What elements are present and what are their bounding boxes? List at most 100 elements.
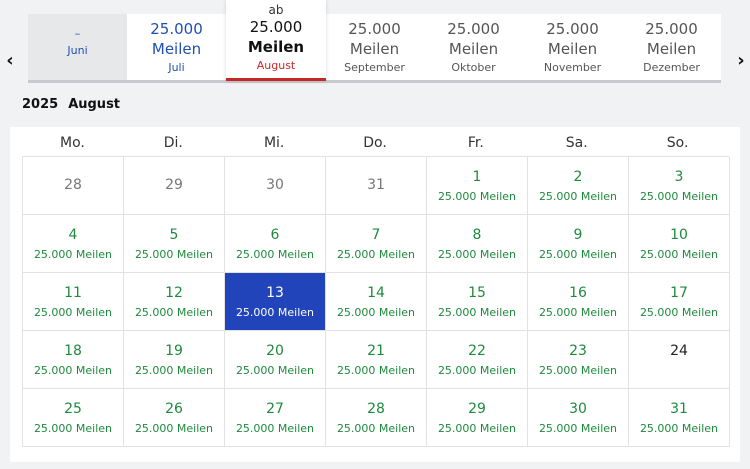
calendar-day-selected[interactable]: 13 25.000 Meilen <box>225 273 326 331</box>
month-name: Juli <box>168 61 185 74</box>
month-name: Juni <box>67 44 88 57</box>
calendar-day[interactable]: 15 25.000 Meilen <box>427 273 528 331</box>
day-number: 31 <box>367 177 385 193</box>
day-miles-price: 25.000 Meilen <box>33 364 113 377</box>
day-number: 10 <box>670 227 688 243</box>
month-price: 25.000 <box>447 20 500 38</box>
calendar-heading: 2025 August <box>22 97 130 112</box>
day-miles-price: 25.000 Meilen <box>33 248 113 261</box>
month-tab-juli[interactable]: 25.000 Meilen Juli <box>127 14 226 80</box>
calendar-day[interactable]: 7 25.000 Meilen <box>326 215 427 273</box>
day-miles-price: 25.000 Meilen <box>538 248 618 261</box>
day-miles-price: 25.000 Meilen <box>336 306 416 319</box>
calendar-day[interactable]: 3 25.000 Meilen <box>629 157 730 215</box>
month-price: 25.000 <box>249 18 303 36</box>
month-tab-september[interactable]: 25.000 Meilen September <box>325 14 424 80</box>
day-miles-price: 25.000 Meilen <box>235 364 315 377</box>
weekday-label: Sa. <box>565 135 588 151</box>
weekday-label: Fr. <box>467 135 484 151</box>
month-tab-oktober[interactable]: 25.000 Meilen Oktober <box>424 14 523 80</box>
month-price-unit: Meilen <box>151 40 202 58</box>
calendar-day[interactable]: 10 25.000 Meilen <box>629 215 730 273</box>
day-number: 11 <box>64 285 82 301</box>
month-price: 25.000 <box>150 20 203 38</box>
day-miles-price: 25.000 Meilen <box>639 248 719 261</box>
day-number: 27 <box>266 401 284 417</box>
calendar-day[interactable]: 9 25.000 Meilen <box>528 215 629 273</box>
day-number: 21 <box>367 343 385 359</box>
weekday-label: Mo. <box>60 135 85 151</box>
prev-month-arrow-icon[interactable]: ‹ <box>6 49 14 71</box>
calendar-day[interactable]: 24 <box>629 331 730 389</box>
calendar-day: 31 <box>326 157 427 215</box>
day-number: 26 <box>165 401 183 417</box>
calendar-month: August <box>68 97 121 112</box>
day-miles-price: 25.000 Meilen <box>134 248 214 261</box>
calendar-day[interactable]: 19 25.000 Meilen <box>124 331 225 389</box>
day-number: 22 <box>468 343 486 359</box>
month-price-unit: Meilen <box>448 40 499 58</box>
calendar-day[interactable]: 20 25.000 Meilen <box>225 331 326 389</box>
calendar-day: 30 <box>225 157 326 215</box>
day-miles-price: 25.000 Meilen <box>437 422 517 435</box>
calendar-day[interactable]: 12 25.000 Meilen <box>124 273 225 331</box>
calendar-grid: 28 29 30 31 1 25.000 Meilen 2 25.000 Meilen 3 25.… <box>22 156 730 447</box>
day-miles-price: 25.000 Meilen <box>33 422 113 435</box>
calendar-day[interactable]: 27 25.000 Meilen <box>225 389 326 447</box>
day-number: 30 <box>569 401 587 417</box>
calendar-day[interactable]: 6 25.000 Meilen <box>225 215 326 273</box>
calendar-day[interactable]: 16 25.000 Meilen <box>528 273 629 331</box>
month-price-unit: Meilen <box>547 40 598 58</box>
month-price: 25.000 <box>348 20 401 38</box>
day-number: 2 <box>573 169 583 185</box>
month-tab-juni[interactable]: – Juni <box>28 14 127 80</box>
day-number: 24 <box>670 343 688 359</box>
calendar-day[interactable]: 5 25.000 Meilen <box>124 215 225 273</box>
month-tab-august-active[interactable]: ab 25.000 Meilen August <box>226 0 326 81</box>
day-miles-price: 25.000 Meilen <box>235 306 315 319</box>
calendar-day[interactable]: 14 25.000 Meilen <box>326 273 427 331</box>
calendar-day[interactable]: 28 25.000 Meilen <box>326 389 427 447</box>
calendar-day[interactable]: 11 25.000 Meilen <box>23 273 124 331</box>
month-selector: – Juni 25.000 Meilen Juli 25.000 Meilen … <box>28 14 721 83</box>
day-number: 15 <box>468 285 486 301</box>
calendar-day[interactable]: 23 25.000 Meilen <box>528 331 629 389</box>
day-miles-price: 25.000 Meilen <box>538 364 618 377</box>
calendar-day[interactable]: 4 25.000 Meilen <box>23 215 124 273</box>
day-miles-price: 25.000 Meilen <box>538 422 618 435</box>
month-tab-dezember[interactable]: 25.000 Meilen Dezember <box>622 14 721 80</box>
calendar-year: 2025 <box>22 97 59 112</box>
month-price: 25.000 <box>546 20 599 38</box>
calendar-day[interactable]: 31 25.000 Meilen <box>629 389 730 447</box>
month-name: November <box>543 61 602 74</box>
day-number: 13 <box>266 285 284 301</box>
calendar-day[interactable]: 30 25.000 Meilen <box>528 389 629 447</box>
calendar-day[interactable]: 2 25.000 Meilen <box>528 157 629 215</box>
calendar-day[interactable]: 29 25.000 Meilen <box>427 389 528 447</box>
day-miles-price: 25.000 Meilen <box>336 422 416 435</box>
month-price-unit: Meilen <box>646 40 697 58</box>
day-number: 30 <box>266 177 284 193</box>
day-number: 7 <box>371 227 381 243</box>
day-number: 9 <box>573 227 583 243</box>
day-number: 18 <box>64 343 82 359</box>
calendar-day[interactable]: 17 25.000 Meilen <box>629 273 730 331</box>
calendar-day[interactable]: 25 25.000 Meilen <box>23 389 124 447</box>
weekday-label: Mi. <box>263 135 285 151</box>
calendar-day: 28 <box>23 157 124 215</box>
month-name: September <box>344 61 405 74</box>
calendar-day[interactable]: 8 25.000 Meilen <box>427 215 528 273</box>
day-miles-price: 25.000 Meilen <box>639 306 719 319</box>
next-month-arrow-icon[interactable]: › <box>737 49 745 71</box>
day-miles-price: 25.000 Meilen <box>134 364 214 377</box>
calendar-day[interactable]: 21 25.000 Meilen <box>326 331 427 389</box>
calendar-day[interactable]: 18 25.000 Meilen <box>23 331 124 389</box>
day-miles-price: 25.000 Meilen <box>437 190 517 203</box>
day-miles-price: 25.000 Meilen <box>437 248 517 261</box>
calendar-day[interactable]: 1 25.000 Meilen <box>427 157 528 215</box>
calendar-day[interactable]: 22 25.000 Meilen <box>427 331 528 389</box>
month-name: Dezember <box>643 61 700 74</box>
day-miles-price: 25.000 Meilen <box>538 190 618 203</box>
month-tab-november[interactable]: 25.000 Meilen November <box>523 14 622 80</box>
calendar-day[interactable]: 26 25.000 Meilen <box>124 389 225 447</box>
